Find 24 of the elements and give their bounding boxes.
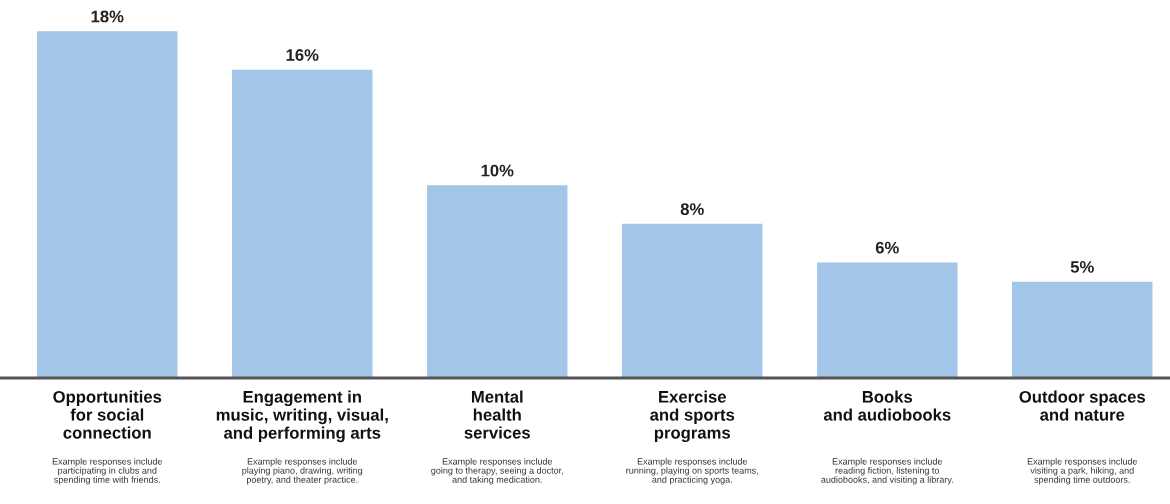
data-label: 6% [875, 241, 899, 254]
text: Example responses include playing piano, drawing, writing poetry, and theater practice. [242, 458, 363, 485]
bar [232, 69, 373, 378]
text: Example responses include participating in clubs and spending time with friends. [52, 458, 163, 485]
text: Example responses include running, playing on sports teams, and practicing yoga. [626, 458, 758, 485]
bar [1012, 281, 1153, 378]
bar [37, 31, 178, 378]
x-tick-label: Books and audiobooks [823, 390, 951, 421]
bar [427, 185, 568, 378]
text: Example responses include going to therapy, seeing a doctor, and taking medication. [431, 458, 563, 485]
bar [622, 223, 763, 378]
x-tick-label: Opportunities for social connection [53, 390, 162, 439]
x-tick-label: Engagement in music, writing, visual, and performing arts [216, 390, 388, 443]
text: Example responses include visiting a park, hiking, and spending time outdoors. [1027, 458, 1138, 485]
x-tick-label: Mental health services [464, 390, 530, 439]
x-tick-label: Outdoor spaces and nature [1019, 390, 1146, 421]
bar [817, 262, 958, 378]
data-label: 18% [91, 10, 124, 23]
data-label: 5% [1070, 261, 1094, 273]
data-label: 10% [481, 164, 514, 177]
x-tick-label: Exercise and sports programs [650, 390, 735, 443]
text: Example responses include reading fiction, listening to audiobooks, and visiting a library. [821, 458, 953, 485]
data-label: 8% [680, 203, 704, 216]
data-label: 16% [286, 49, 319, 61]
